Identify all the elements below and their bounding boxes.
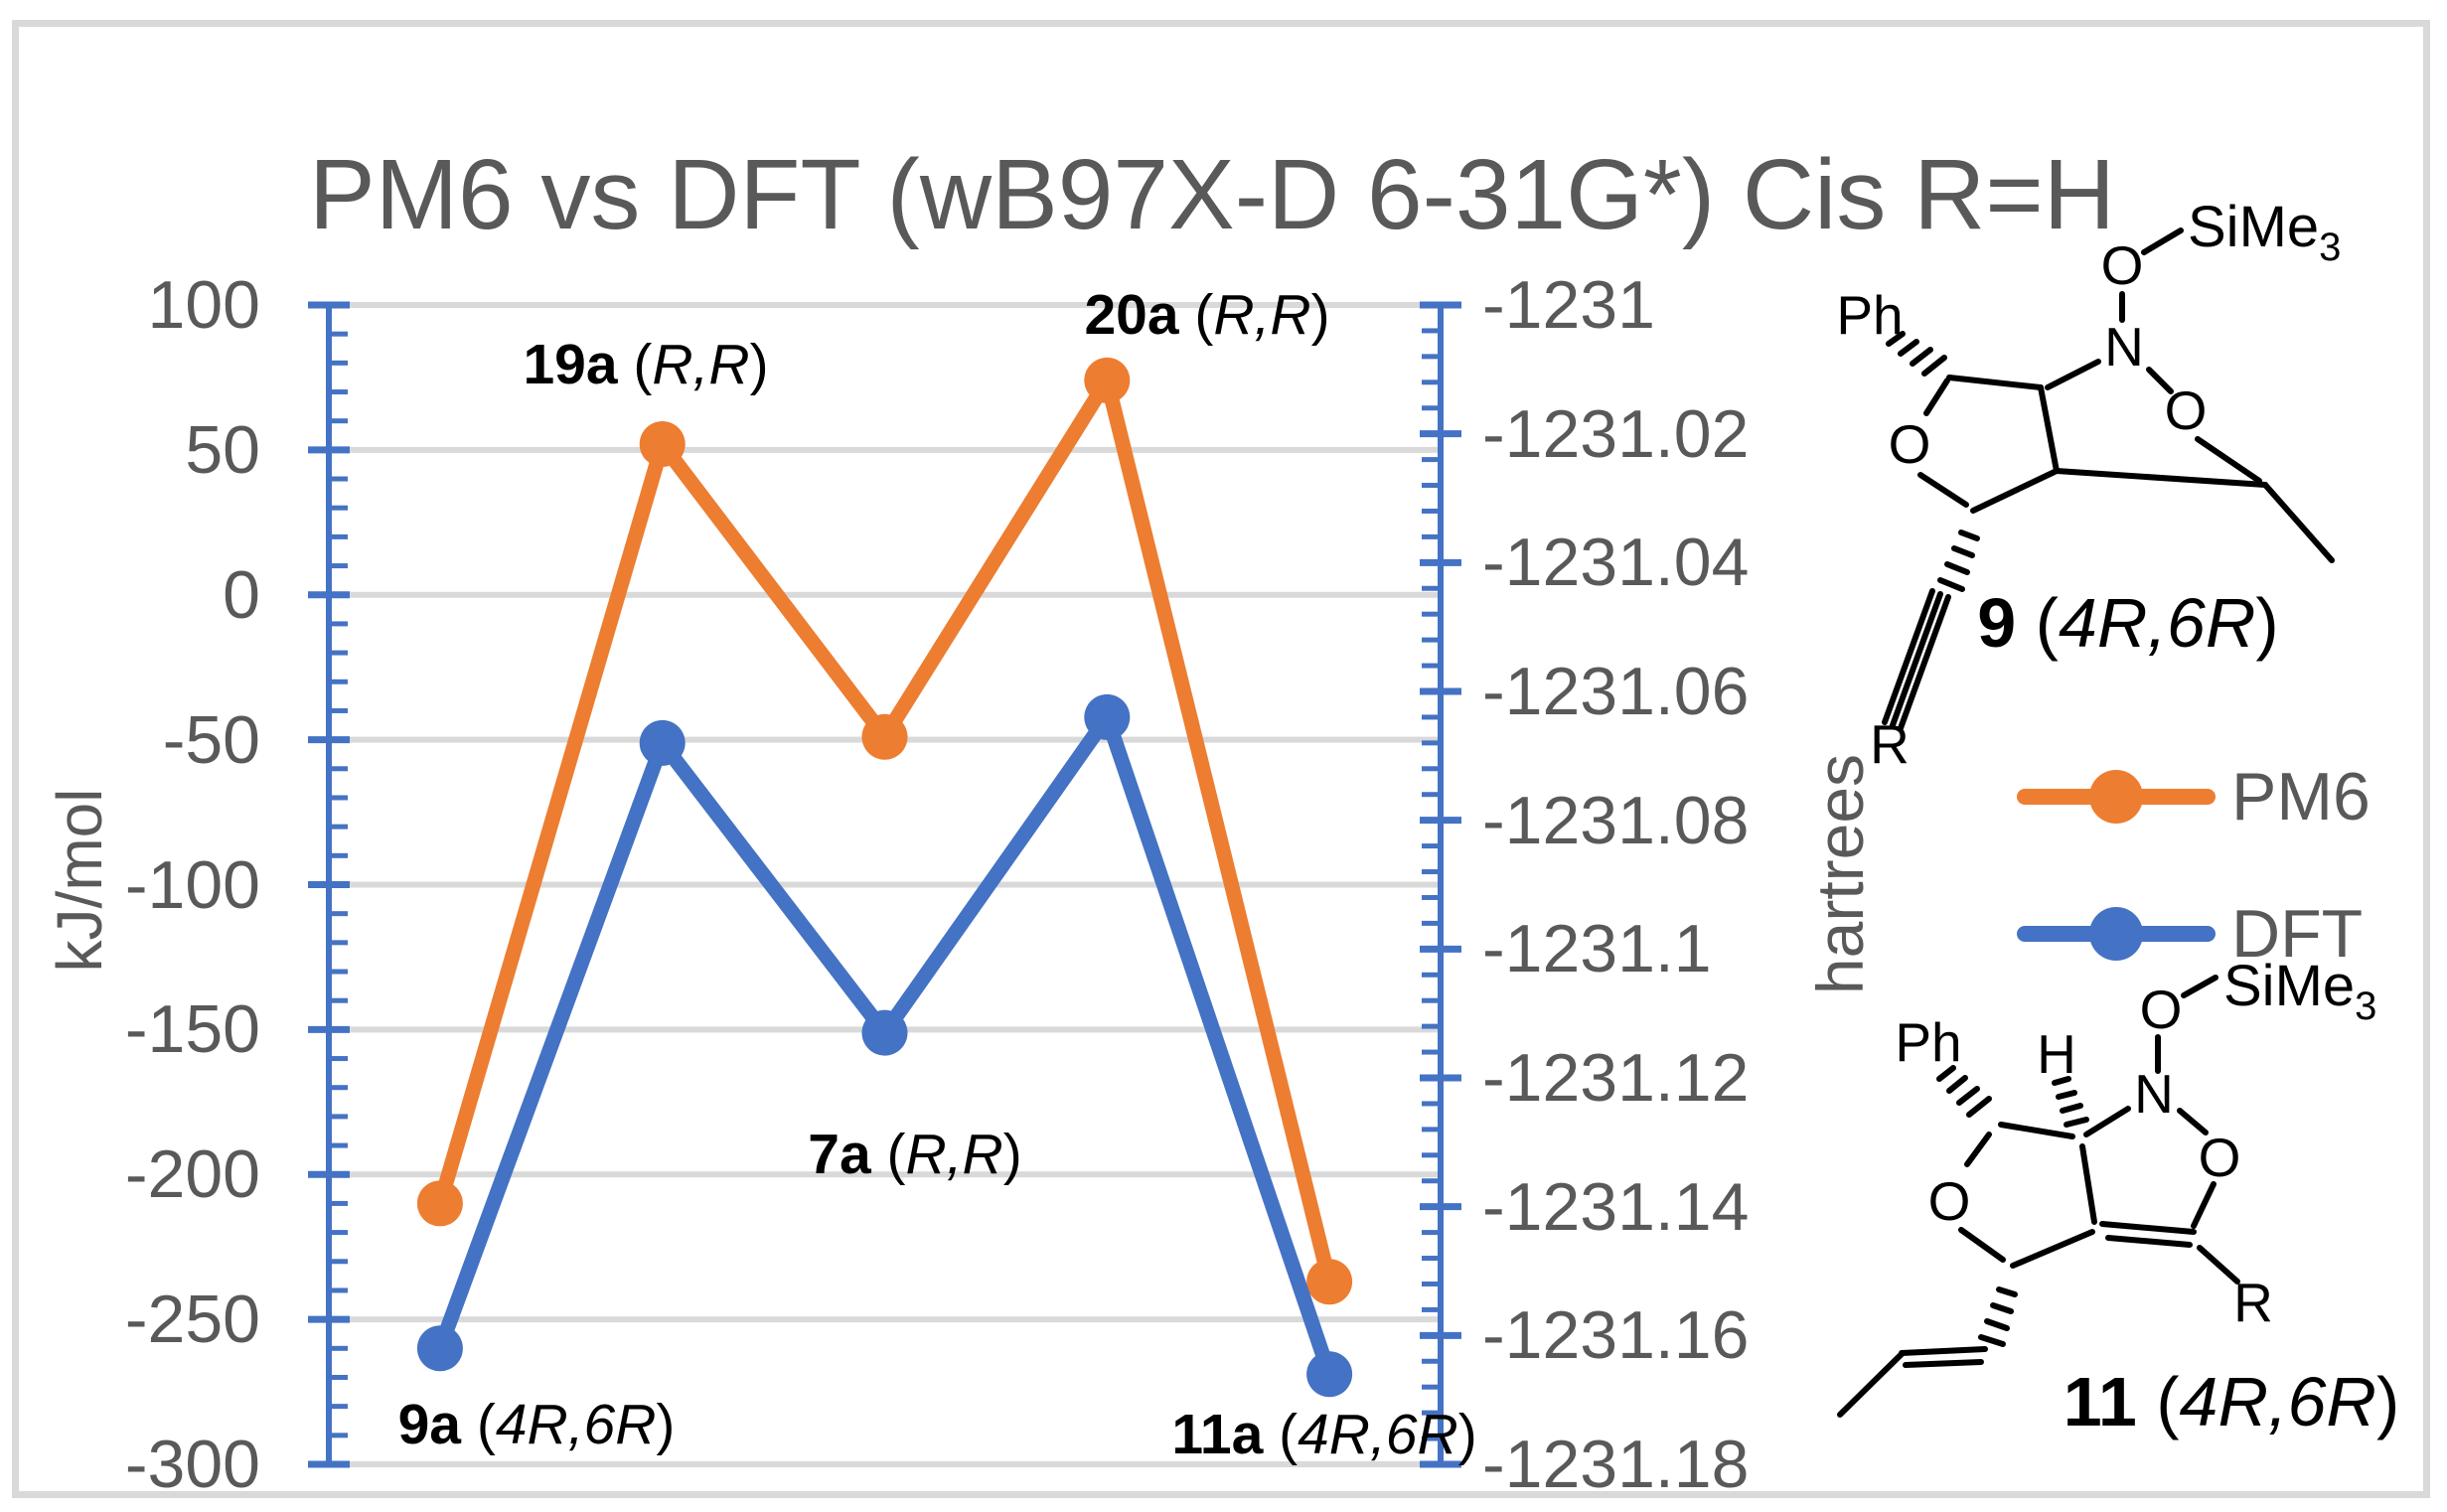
right-axis-tick-label: -1231.06	[1482, 654, 1750, 729]
left-axis-tick-label: -200	[124, 1136, 260, 1213]
dft-legend-marker-icon	[2017, 907, 2216, 961]
furan-oxygen-label: O	[1889, 413, 1931, 475]
pm6-legend-marker-icon	[2017, 770, 2216, 824]
legend-label-pm6: PM6	[2231, 759, 2371, 834]
data-point-label: 9a (4R,6R)	[397, 1393, 676, 1456]
left-axis-tick-label: 100	[147, 267, 260, 343]
right-axis-tick-label: -1231.12	[1482, 1040, 1750, 1116]
pm6-data-point	[1084, 357, 1131, 403]
r-group-label: R	[2233, 1272, 2273, 1333]
left-axis-tick-label: 50	[185, 411, 260, 488]
phenyl-label: Ph	[1836, 284, 1903, 346]
data-point-label: 11a (4R,6R)	[1171, 1403, 1477, 1466]
sime3-label: SiMe3	[2188, 195, 2341, 269]
right-axis-tick-label: -1231.14	[1482, 1168, 1750, 1245]
dft-data-point	[639, 719, 686, 766]
left-axis-tick-label: -100	[124, 846, 260, 923]
pm6-data-point	[1306, 1259, 1353, 1305]
data-point-label: 19a (R,R)	[523, 333, 769, 396]
dft-data-point	[861, 1009, 908, 1056]
pm6-data-point	[416, 1180, 463, 1227]
phenyl-label: Ph	[1895, 1011, 1961, 1073]
left-axis-tick-label: -150	[124, 991, 260, 1068]
legend-label-dft: DFT	[2231, 896, 2364, 972]
legend-item-pm6: PM6	[2017, 762, 2371, 832]
pm6-data-point	[639, 421, 686, 468]
structure-11-drawing: SiMe3 O N H O Ph O R	[1837, 954, 2376, 1418]
pm6-data-point	[861, 713, 908, 760]
data-point-label: 7a (R,R)	[808, 1123, 1022, 1186]
structure-9-caption: 9 (4R,6R)	[1977, 584, 2279, 662]
left-axis-title: kJ/mol	[44, 788, 115, 973]
left-axis-tick-label: -250	[124, 1282, 260, 1358]
dft-data-point	[416, 1325, 463, 1372]
data-point-label: 20a (R,R)	[1084, 283, 1330, 347]
left-axis-tick-label: -300	[124, 1427, 260, 1502]
furan-oxygen-label: O	[1928, 1170, 1971, 1232]
right-axis-tick-label: -1231.18	[1482, 1427, 1750, 1502]
right-axis-tick-label: -1231.16	[1482, 1297, 1750, 1374]
ring-oxygen-label: O	[2165, 379, 2208, 441]
sime3-label: SiMe3	[2223, 954, 2376, 1028]
structure-11-caption: 11 (4R,6R)	[2063, 1363, 2400, 1440]
right-axis-tick-label: -1231.04	[1482, 525, 1750, 601]
left-axis-tick-label: 0	[223, 556, 260, 633]
hydrogen-label: H	[2037, 1023, 2076, 1085]
silyl-oxygen-label: O	[2101, 234, 2144, 296]
left-axis-tick-label: -50	[162, 701, 260, 778]
right-axis-tick-label: -1231	[1482, 267, 1655, 343]
nitrogen-label: N	[2104, 316, 2144, 378]
ring-oxygen-label: O	[2199, 1127, 2241, 1188]
chart-title: PM6 vs DFT (wB97X-D 6-31G*) Cis R=H	[309, 139, 2115, 250]
figure-border	[12, 20, 2430, 1498]
right-axis-tick-label: -1231.02	[1482, 395, 1750, 472]
structure-9-drawing: SiMe3 O N O Ph O R	[1836, 195, 2341, 775]
dft-data-point	[1306, 1351, 1353, 1398]
nitrogen-label: N	[2134, 1063, 2174, 1125]
r-group-label: R	[1870, 713, 1910, 775]
right-axis-tick-label: -1231.08	[1482, 782, 1750, 858]
right-axis-tick-label: -1231.1	[1482, 911, 1712, 987]
silyl-oxygen-label: O	[2140, 979, 2183, 1040]
legend-item-dft: DFT	[2017, 899, 2363, 969]
dft-data-point	[1084, 693, 1131, 740]
